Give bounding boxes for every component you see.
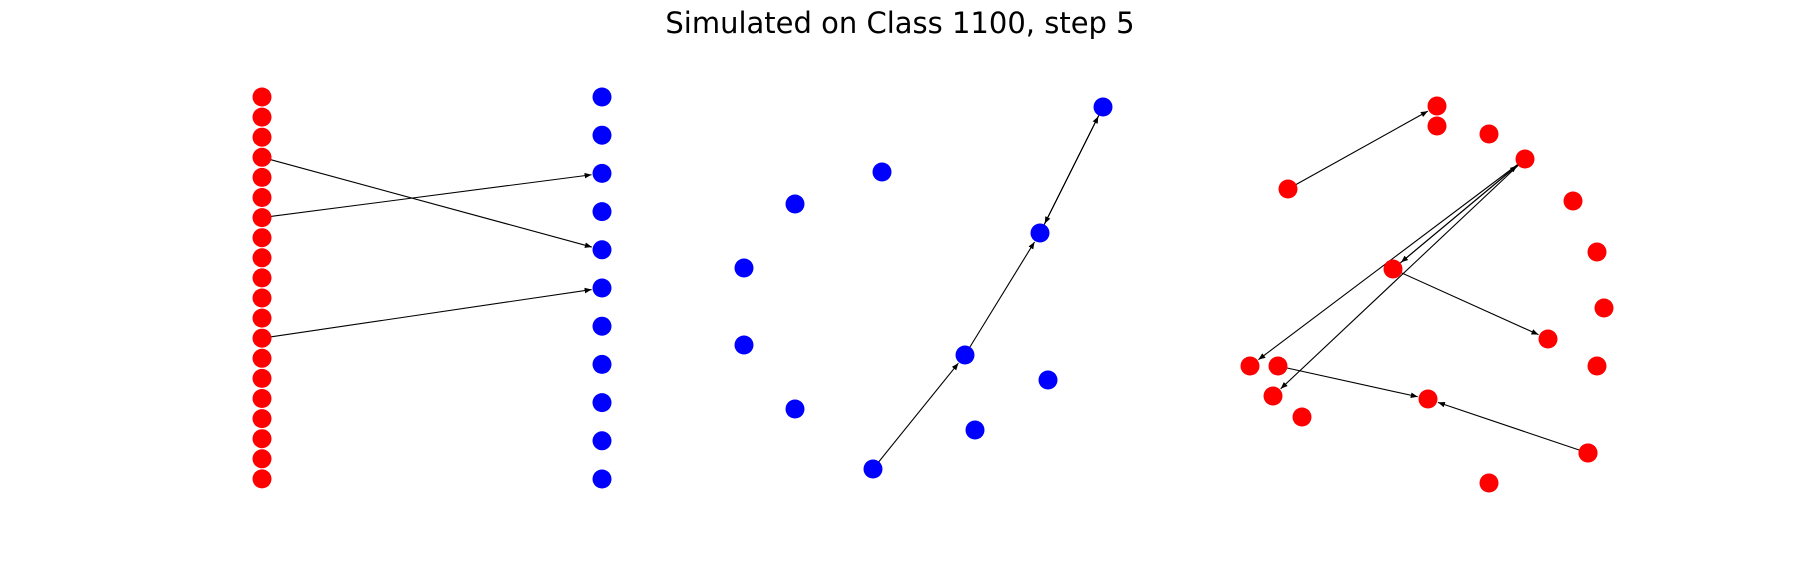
node-B8 bbox=[1038, 370, 1058, 390]
node-C2 bbox=[1427, 116, 1447, 136]
node-C16 bbox=[1418, 389, 1438, 409]
node-C4 bbox=[1563, 191, 1583, 211]
node-B4 bbox=[734, 335, 754, 355]
node-R7 bbox=[592, 354, 612, 374]
node-L9 bbox=[252, 268, 272, 288]
node-C15 bbox=[1515, 149, 1535, 169]
node-R5 bbox=[592, 278, 612, 298]
node-C14 bbox=[1278, 179, 1298, 199]
node-C10 bbox=[1240, 356, 1260, 376]
node-R1 bbox=[592, 125, 612, 145]
node-L5 bbox=[252, 188, 272, 207]
node-L8 bbox=[252, 248, 272, 268]
node-B10 bbox=[863, 459, 883, 479]
node-R9 bbox=[592, 431, 612, 451]
edge-B0-B9 bbox=[1044, 106, 1104, 224]
edges-layer bbox=[261, 106, 1589, 470]
node-B1 bbox=[872, 162, 892, 182]
node-L18 bbox=[252, 449, 272, 469]
node-B5 bbox=[785, 399, 805, 419]
node-C6 bbox=[1594, 298, 1614, 318]
node-L12 bbox=[252, 328, 272, 348]
node-C11 bbox=[1268, 356, 1288, 376]
node-L10 bbox=[252, 288, 272, 308]
edge-L12-R5 bbox=[261, 287, 592, 339]
node-R8 bbox=[592, 393, 612, 413]
node-L19 bbox=[252, 469, 272, 489]
node-L14 bbox=[252, 368, 272, 388]
node-L3 bbox=[252, 147, 272, 167]
node-L4 bbox=[252, 167, 272, 187]
edge-C18-C16 bbox=[1437, 401, 1589, 454]
edge-C11-C16 bbox=[1277, 365, 1418, 398]
node-L16 bbox=[252, 409, 272, 429]
node-L2 bbox=[252, 127, 272, 147]
node-R6 bbox=[592, 316, 612, 336]
node-L0 bbox=[252, 87, 272, 107]
edge-L6-R2 bbox=[261, 172, 592, 219]
edge-C15-C3 bbox=[1400, 158, 1526, 263]
node-B6 bbox=[965, 420, 985, 440]
node-L1 bbox=[252, 107, 272, 127]
node-C5 bbox=[1587, 242, 1607, 262]
node-B7 bbox=[955, 345, 975, 365]
node-L11 bbox=[252, 308, 272, 328]
node-C13 bbox=[1292, 407, 1312, 427]
edge-B7-B9 bbox=[964, 241, 1035, 356]
node-C9 bbox=[1479, 473, 1499, 493]
node-L7 bbox=[252, 228, 272, 248]
node-B0 bbox=[1093, 97, 1113, 117]
node-C12 bbox=[1263, 386, 1283, 406]
node-R2 bbox=[592, 163, 612, 183]
node-R3 bbox=[592, 202, 612, 222]
edge-C15-C10 bbox=[1258, 158, 1526, 361]
node-L13 bbox=[252, 348, 272, 368]
node-C17 bbox=[1538, 329, 1558, 349]
node-L17 bbox=[252, 429, 272, 449]
edge-L3-R4 bbox=[261, 156, 593, 248]
node-C0 bbox=[1427, 96, 1447, 116]
node-C7 bbox=[1587, 356, 1607, 376]
node-C18 bbox=[1578, 443, 1598, 463]
node-C1 bbox=[1479, 124, 1499, 144]
figure-title: Simulated on Class 1100, step 5 bbox=[665, 6, 1135, 40]
node-B9 bbox=[1030, 223, 1050, 243]
node-B2 bbox=[785, 194, 805, 214]
nodes-layer bbox=[252, 87, 1614, 493]
node-L6 bbox=[252, 208, 272, 228]
node-R10 bbox=[592, 469, 612, 489]
node-C3 bbox=[1383, 259, 1403, 279]
edge-C15-C12 bbox=[1280, 158, 1526, 390]
node-R4 bbox=[592, 240, 612, 260]
edge-C14-C0 bbox=[1287, 110, 1429, 190]
node-R0 bbox=[592, 87, 612, 107]
edge-C3-C17 bbox=[1392, 268, 1539, 336]
edge-B10-B7 bbox=[872, 362, 959, 470]
node-B3 bbox=[734, 258, 754, 278]
node-L15 bbox=[252, 389, 272, 408]
